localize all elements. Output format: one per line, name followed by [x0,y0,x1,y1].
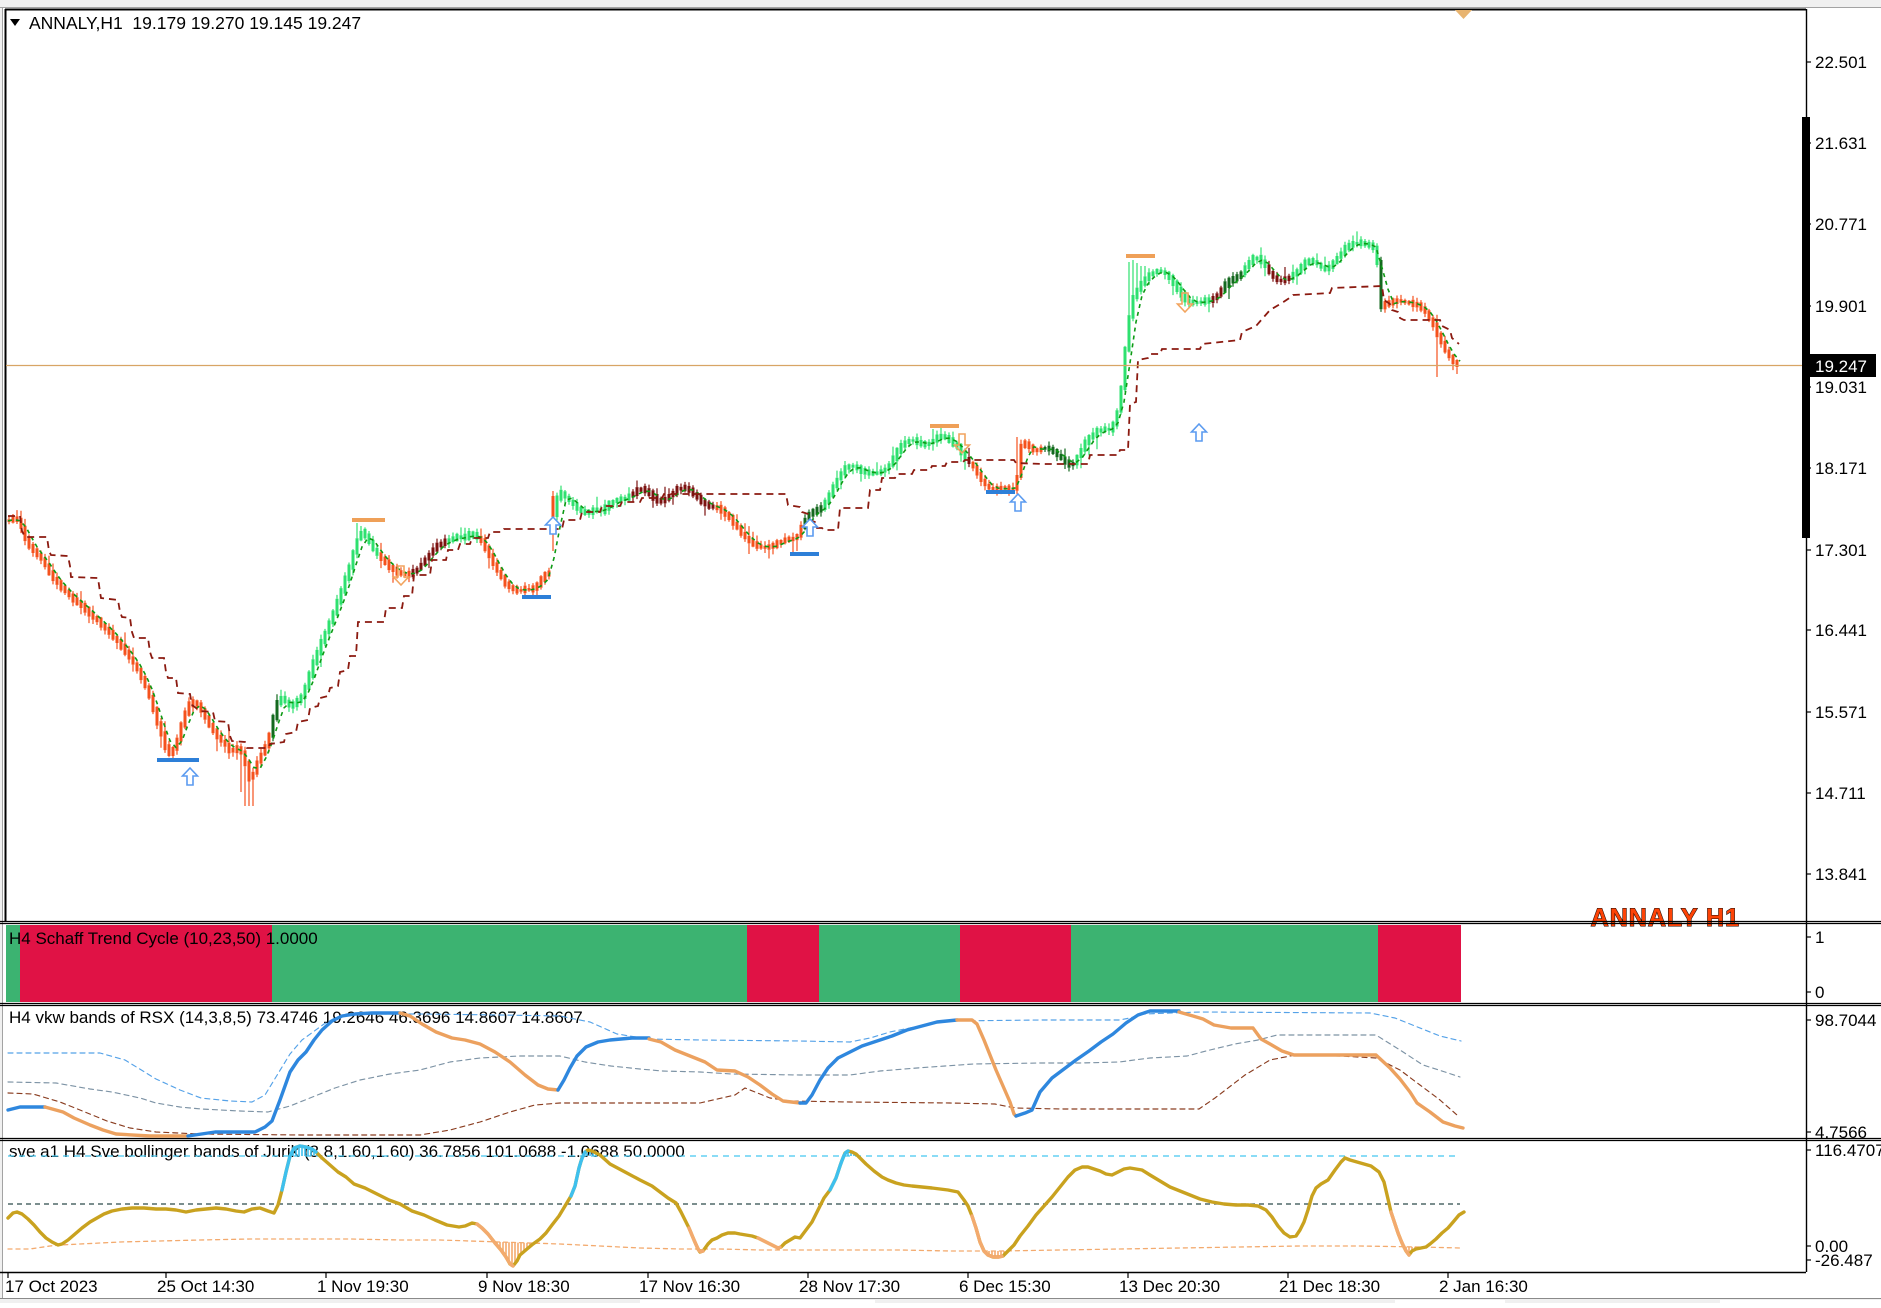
svg-text:21 Dec 18:30: 21 Dec 18:30 [1279,1277,1380,1296]
svg-text:1: 1 [1815,928,1824,947]
svg-text:17 Oct 2023: 17 Oct 2023 [5,1277,98,1296]
svg-text:0: 0 [1815,983,1824,1002]
svg-text:19.031: 19.031 [1815,378,1867,397]
svg-text:19.901: 19.901 [1815,297,1867,316]
svg-text:16.441: 16.441 [1815,621,1867,640]
svg-text:6 Dec 15:30: 6 Dec 15:30 [959,1277,1051,1296]
svg-text:H4 vkw bands of RSX (14,3,8,5): H4 vkw bands of RSX (14,3,8,5) 73.4746 1… [9,1008,583,1027]
svg-text:28 Nov 17:30: 28 Nov 17:30 [799,1277,900,1296]
svg-text:98.7044: 98.7044 [1815,1011,1876,1030]
svg-text:116.4707: 116.4707 [1815,1141,1881,1160]
svg-text:25 Oct 14:30: 25 Oct 14:30 [157,1277,254,1296]
svg-text:ANNALY H1: ANNALY H1 [1591,904,1740,932]
svg-text:17 Nov 16:30: 17 Nov 16:30 [639,1277,740,1296]
svg-text:1 Nov 19:30: 1 Nov 19:30 [317,1277,409,1296]
svg-text:13.841: 13.841 [1815,865,1867,884]
svg-text:21.631: 21.631 [1815,134,1867,153]
svg-text:9 Nov 18:30: 9 Nov 18:30 [478,1277,570,1296]
svg-text:-26.487: -26.487 [1815,1251,1873,1270]
svg-text:17.301: 17.301 [1815,541,1867,560]
svg-text:ANNALY,H1 19.179 19.270 19.14: ANNALY,H1 19.179 19.270 19.145 19.247 [29,13,361,33]
svg-text:20.771: 20.771 [1815,215,1867,234]
svg-text:18.171: 18.171 [1815,459,1867,478]
svg-text:0.00: 0.00 [1815,1237,1848,1256]
svg-text:4.7566: 4.7566 [1815,1123,1867,1142]
svg-text:14.711: 14.711 [1815,784,1866,803]
svg-text:H4 Schaff Trend Cycle (10,23,5: H4 Schaff Trend Cycle (10,23,50) 1.0000 [9,929,318,948]
svg-text:2 Jan 16:30: 2 Jan 16:30 [1439,1277,1528,1296]
svg-text:22.501: 22.501 [1815,53,1867,72]
svg-text:15.571: 15.571 [1815,703,1867,722]
svg-text:19.247: 19.247 [1815,357,1867,376]
svg-text:13 Dec 20:30: 13 Dec 20:30 [1119,1277,1220,1296]
